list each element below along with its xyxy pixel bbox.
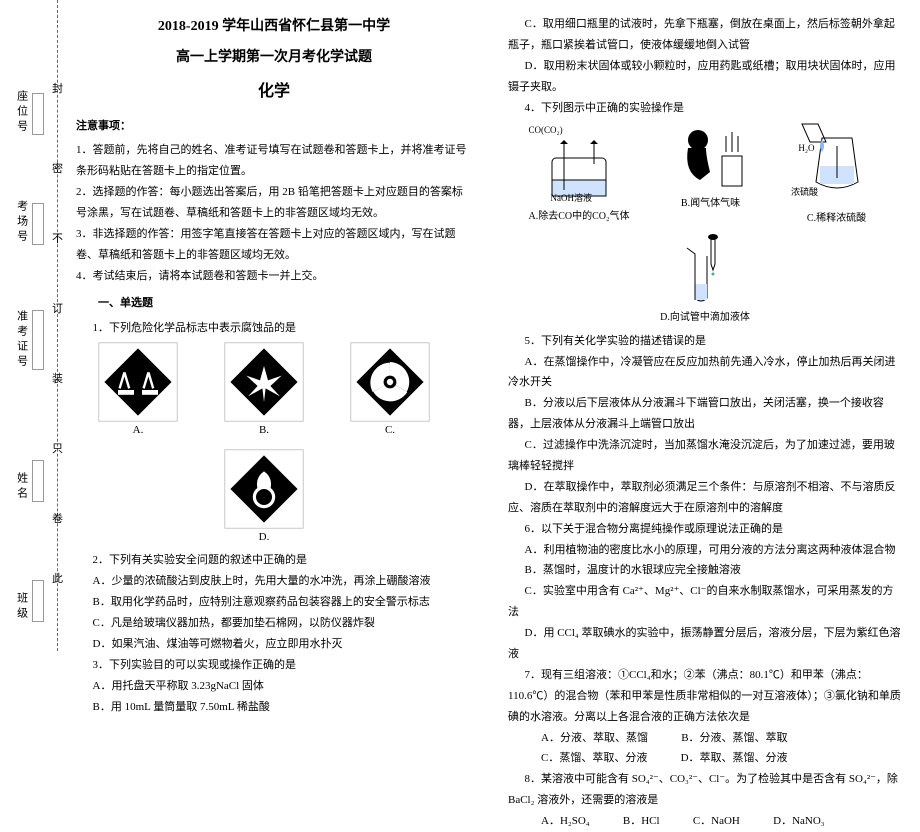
spine-marker: 密 [52, 160, 63, 176]
notice-item: 4．考试结束后，请将本试题卷和答题卡一并上交。 [76, 266, 472, 287]
q2-opt-c: C．凡是给玻璃仪器加热，都要加垫石棉网，以防仪器炸裂 [76, 613, 472, 634]
q7-stem: 7．现有三组溶液：①CCl₄和水；②苯（沸点：80.1℃）和甲苯（沸点：110.… [508, 665, 902, 728]
spine-marker: 封 [52, 80, 63, 96]
title-main: 2018-2019 学年山西省怀仁县第一中学 [76, 14, 472, 41]
spine-marker: 此 [52, 570, 63, 586]
q3-opt-d: D．取用粉末状固体或较小颗粒时，应用药匙或纸槽；取用块状固体时，应用镊子夹取。 [508, 56, 902, 98]
q8-opts: A．H₂SO₄ B．HCl C．NaOH D．NaNO₃ [508, 811, 902, 832]
q4-stem: 4．下列图示中正确的实验操作是 [508, 98, 902, 119]
q4-fig-d: D.向试管中滴加液体 [660, 234, 750, 327]
q3-opt-b: B．用 10mL 量筒量取 7.50mL 稀盐酸 [76, 697, 472, 718]
spine-marker: 卷 [52, 510, 63, 526]
q4-figures: CO(CO₂) NaOH溶液 A.除去CO中的CO₂气体 [508, 122, 902, 326]
binding-spine: 座位号 考场号 准考证号 姓名 班级 封 密 不 订 装 只 卷 此 [0, 0, 58, 651]
q1-opt-c: C. [350, 342, 430, 441]
q2-stem: 2．下列有关实验安全问题的叙述中正确的是 [76, 550, 472, 571]
q8-stem: 8．某溶液中可能含有 SO₄²⁻、CO₃²⁻、Cl⁻。为了检验其中是否含有 SO… [508, 769, 902, 811]
q6-stem: 6．以下关于混合物分离提纯操作或原理说法正确的是 [508, 519, 902, 540]
q6-opt-b: B．蒸馏时，温度计的水银球应完全接触溶液 [508, 560, 902, 581]
notice-head: 注意事项： [76, 116, 472, 137]
smell-gas-icon [666, 122, 756, 192]
q6-opt-d: D．用 CCl₄ 萃取碘水的实验中，振荡静置分层后，溶液分层，下层为紫红色溶液 [508, 623, 902, 665]
q2-opt-b: B．取用化学药品时，应特别注意观察药品包装容器上的安全警示标志 [76, 592, 472, 613]
q3-stem: 3．下列实验目的可以实现或操作正确的是 [76, 655, 472, 676]
q3-opt-c: C．取用细口瓶里的试液时，先拿下瓶塞，倒放在桌面上，然后标签朝外拿起瓶子，瓶口紧… [508, 14, 902, 56]
q3-opt-a: A．用托盘天平称取 3.23gNaCl 固体 [76, 676, 472, 697]
q7-opts-2: C．蒸馏、萃取、分液 D．萃取、蒸馏、分液 [508, 748, 902, 769]
spine-field-room: 考场号 [4, 200, 54, 248]
q1-opt-b: B. [224, 342, 304, 441]
q6-opt-c: C．实验室中用含有 Ca²⁺、Mg²⁺、Cl⁻的自来水制取蒸馏水，可采用蒸发的方… [508, 581, 902, 623]
notice-item: 1．答题前，先将自己的姓名、准考证号填写在试题卷和答题卡上，并将准考证号条形码粘… [76, 140, 472, 182]
hazard-oxidizer-icon [224, 449, 304, 529]
q5-opt-d: D．在萃取操作中，萃取剂必须满足三个条件：与原溶剂不相溶、不与溶质反应、溶质在萃… [508, 477, 902, 519]
q1-opt-a: A. [98, 342, 178, 441]
q1-choices: A. B. [94, 342, 434, 548]
spine-marker: 不 [52, 230, 63, 246]
notice-item: 2．选择题的作答：每小题选出答案后，用 2B 铅笔把答题卡上对应题目的答案标号涂… [76, 182, 472, 224]
dropper-tube-icon [665, 234, 745, 306]
q5-opt-a: A．在蒸馏操作中，冷凝管应在反应加热前先通入冷水，停止加热后再关闭进冷水开关 [508, 352, 902, 394]
spine-marker: 装 [52, 370, 63, 386]
title-sub: 高一上学期第一次月考化学试题 [76, 45, 472, 72]
spine-field-name: 姓名 [4, 460, 54, 505]
spine-field-seat: 座位号 [4, 90, 54, 138]
exam-page: 座位号 考场号 准考证号 姓名 班级 封 密 不 订 装 只 卷 此 2018-… [0, 0, 920, 651]
spine-field-id: 准考证号 [4, 310, 54, 373]
spine-marker: 只 [52, 440, 63, 456]
right-column: C．取用细口瓶里的试液时，先拿下瓶塞，倒放在桌面上，然后标签朝外拿起瓶子，瓶口紧… [490, 0, 920, 651]
q7-opts: A．分液、萃取、蒸馏 B．分液、蒸馏、萃取 [508, 728, 902, 749]
hazard-corrosive-icon [98, 342, 178, 422]
section-1-head: 一、单选题 [98, 293, 472, 314]
q5-stem: 5．下列有关化学实验的描述错误的是 [508, 331, 902, 352]
q2-opt-a: A．少量的浓硫酸沾到皮肤上时，先用大量的水冲洗，再涂上硼酸溶液 [76, 571, 472, 592]
hazard-radioactive-icon [350, 342, 430, 422]
q4-fig-c: H₂O 浓硫酸 C.稀释浓硫酸 [792, 122, 882, 227]
q5-opt-b: B．分液以后下层液体从分液漏斗下端管口放出，关闭活塞，换一个接收容器，上层液体从… [508, 393, 902, 435]
q6-opt-a: A．利用植物油的密度比水小的原理，可用分液的方法分离这两种液体混合物 [508, 540, 902, 561]
spine-marker: 订 [52, 300, 63, 316]
left-column: 2018-2019 学年山西省怀仁县第一中学 高一上学期第一次月考化学试题 化学… [58, 0, 490, 651]
q4-fig-a: CO(CO₂) NaOH溶液 A.除去CO中的CO₂气体 [529, 122, 630, 227]
q5-opt-c: C．过滤操作中洗涤沉淀时，当加蒸馏水淹没沉淀后，为了加速过滤，要用玻璃棒轻轻搅拌 [508, 435, 902, 477]
title-subject: 化学 [76, 77, 472, 107]
notice-item: 3．非选择题的作答：用签字笔直接答在答题卡上对应的答题区域内，写在试题卷、草稿纸… [76, 224, 472, 266]
q1-opt-d: D. [224, 449, 304, 548]
q4-fig-b: B.闻气体气味 [666, 122, 756, 227]
spine-field-class: 班级 [4, 580, 54, 625]
q1-stem: 1．下列危险化学品标志中表示腐蚀品的是 [76, 318, 472, 339]
q2-opt-d: D．如果汽油、煤油等可燃物着火，应立即用水扑灭 [76, 634, 472, 655]
hazard-explosive-icon [224, 342, 304, 422]
